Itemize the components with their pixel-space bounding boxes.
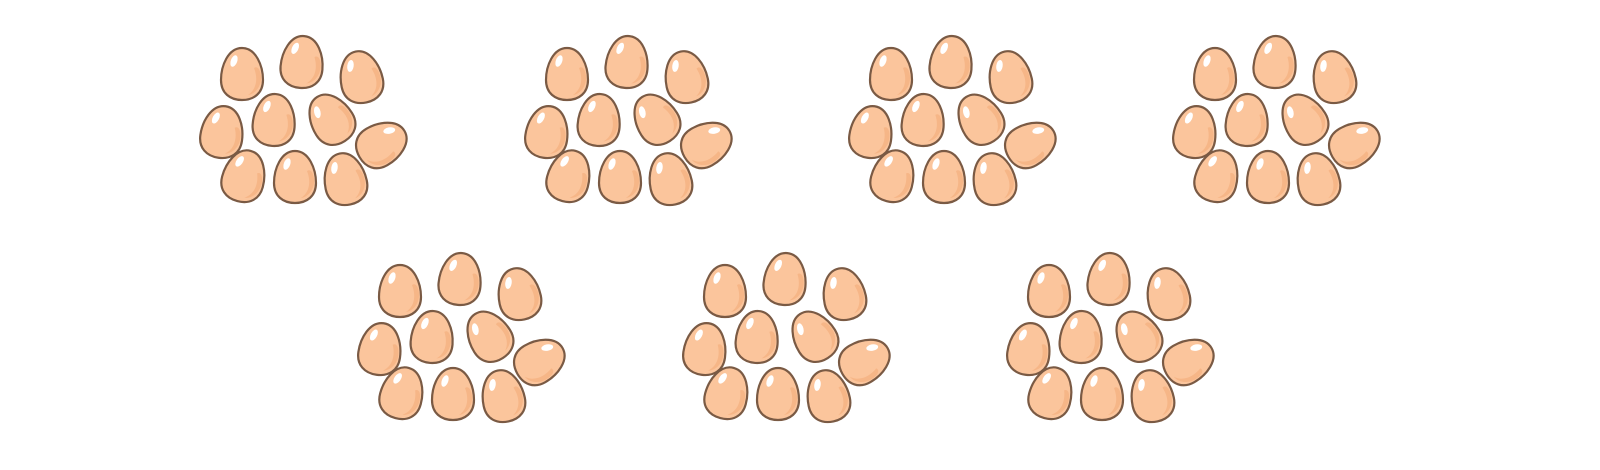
egg-icon (1084, 250, 1134, 308)
egg-icon (1223, 91, 1271, 149)
groups-layer (196, 33, 1390, 427)
egg-icon (219, 46, 265, 102)
egg-icon (733, 308, 781, 366)
egg-icon (435, 250, 485, 308)
egg-icon (491, 263, 547, 325)
egg-icon (602, 33, 652, 91)
egg-icon (658, 46, 714, 108)
egg-icon (408, 308, 456, 366)
egg-group-1 (196, 33, 417, 210)
egg-icon (1026, 263, 1072, 319)
egg-icon (1079, 366, 1125, 422)
egg-group-4 (1169, 33, 1390, 210)
egg-icon (760, 250, 810, 308)
egg-icon (277, 33, 327, 91)
egg-icon (921, 149, 967, 205)
egg-icon (1057, 308, 1105, 366)
egg-group-6 (679, 250, 900, 427)
egg-icon (597, 149, 643, 205)
egg-icon (1192, 46, 1238, 102)
egg-icon (1250, 33, 1300, 91)
egg-icon (575, 91, 623, 149)
egg-icon (926, 33, 976, 91)
egg-icon (899, 91, 947, 149)
egg-icon (868, 46, 914, 102)
egg-icon (982, 46, 1038, 108)
egg-icon (702, 263, 748, 319)
egg-group-2 (521, 33, 742, 210)
egg-group-5 (354, 250, 575, 427)
egg-icon (1306, 46, 1362, 108)
egg-icon (272, 149, 318, 205)
egg-icon (1245, 149, 1291, 205)
egg-icon (1140, 263, 1196, 325)
egg-icon (544, 46, 590, 102)
egg-group-7 (1003, 250, 1224, 427)
egg-icon (333, 46, 389, 108)
egg-icon (430, 366, 476, 422)
egg-icon (377, 263, 423, 319)
egg-icon (816, 263, 872, 325)
egg-group-3 (845, 33, 1066, 210)
egg-icon (755, 366, 801, 422)
egg-icon (250, 91, 298, 149)
